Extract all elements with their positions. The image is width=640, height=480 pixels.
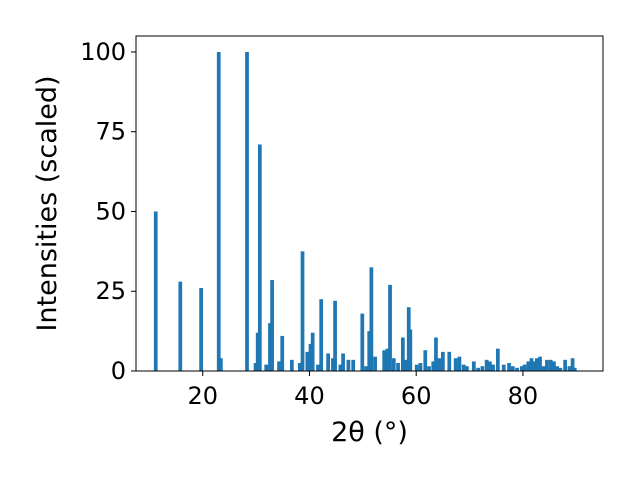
bar	[264, 364, 269, 371]
bar	[341, 353, 345, 371]
bar	[510, 366, 515, 371]
y-tick-label: 50	[95, 197, 126, 225]
bar	[501, 364, 506, 371]
bar	[484, 359, 489, 371]
bar	[563, 359, 567, 371]
bar	[364, 366, 368, 371]
bar	[253, 363, 258, 371]
bar	[396, 363, 400, 371]
bar	[520, 366, 524, 371]
bar	[391, 358, 396, 371]
bar	[216, 51, 221, 371]
y-axis-label: Intensities (scaled)	[32, 75, 63, 331]
bar	[367, 331, 372, 371]
bar	[218, 358, 223, 371]
bar	[245, 51, 249, 371]
bar	[360, 313, 365, 371]
bar	[465, 366, 469, 371]
bar	[270, 280, 274, 371]
bar	[534, 358, 539, 371]
bar	[414, 364, 419, 371]
bar	[491, 364, 495, 371]
bar	[404, 359, 408, 371]
bar	[268, 323, 272, 371]
bar	[382, 350, 387, 371]
bar	[338, 364, 343, 371]
bar	[548, 359, 553, 371]
bar	[437, 358, 442, 371]
bar	[538, 356, 542, 371]
bar	[388, 284, 392, 371]
x-tick-label: 80	[508, 382, 539, 410]
bar	[351, 359, 356, 371]
bar	[289, 359, 294, 371]
bar	[453, 358, 458, 371]
bar	[305, 351, 310, 371]
bar	[541, 366, 546, 371]
bar	[316, 364, 320, 371]
bar	[297, 363, 302, 371]
bar	[558, 367, 563, 371]
bar	[515, 367, 519, 371]
y-tick-label: 0	[111, 357, 126, 385]
bar	[570, 358, 575, 371]
bars-group	[153, 51, 577, 371]
y-tick-label: 75	[95, 118, 126, 146]
bar	[522, 364, 527, 371]
bar	[277, 361, 281, 371]
bar	[418, 363, 423, 371]
bar	[572, 367, 577, 371]
bar	[552, 361, 556, 371]
bar	[567, 366, 572, 371]
bar	[545, 359, 549, 371]
bar	[257, 144, 262, 371]
ticks-group: 20 40 60 80 0 25 50 75 100	[80, 38, 538, 410]
bar	[400, 337, 405, 371]
bar	[346, 359, 351, 371]
bar	[331, 358, 335, 371]
x-axis-label: 2θ (°)	[331, 417, 408, 448]
bar	[495, 348, 500, 371]
bar	[310, 332, 315, 371]
bar	[529, 358, 534, 371]
bar	[178, 281, 183, 371]
bar	[471, 361, 476, 371]
y-tick-label: 25	[95, 277, 126, 305]
bar	[461, 364, 466, 371]
bar	[300, 251, 305, 371]
bar	[280, 335, 285, 371]
bar	[457, 356, 462, 371]
bar	[427, 366, 431, 371]
bar	[369, 267, 374, 371]
bar	[319, 299, 324, 371]
bar	[555, 366, 559, 371]
bar	[199, 288, 203, 371]
bar	[326, 353, 331, 371]
bar	[476, 367, 480, 371]
bar	[373, 356, 377, 371]
bar	[447, 351, 452, 371]
y-tick-label: 100	[80, 38, 126, 66]
bar	[434, 337, 438, 371]
bar	[431, 361, 436, 371]
x-tick-label: 40	[294, 382, 325, 410]
bar	[441, 351, 445, 371]
x-tick-label: 20	[187, 382, 218, 410]
bar	[480, 366, 485, 371]
bar	[487, 361, 492, 371]
bar	[408, 329, 413, 371]
bar	[423, 350, 428, 371]
bar	[153, 211, 158, 371]
x-tick-label: 60	[401, 382, 432, 410]
bar	[507, 363, 511, 371]
bar	[255, 332, 260, 371]
bar	[308, 343, 313, 371]
bar	[532, 361, 537, 371]
bar	[526, 361, 531, 371]
bar	[385, 348, 390, 371]
plot-frame	[135, 35, 604, 372]
bar	[333, 300, 337, 371]
